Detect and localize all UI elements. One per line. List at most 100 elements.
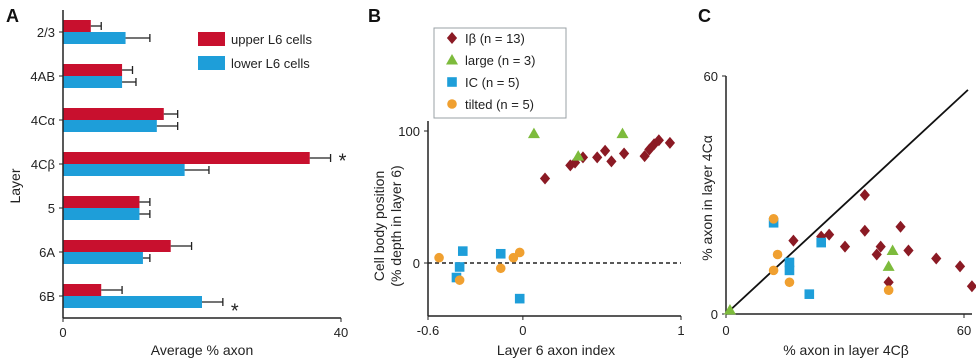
y-tick-label-2: 4Cα xyxy=(31,113,56,128)
significance-star-6: * xyxy=(231,300,239,322)
point-circle-1 xyxy=(768,214,779,224)
x-tick-label-1: 40 xyxy=(334,325,348,340)
legend-label-diamond: Iβ (n = 13) xyxy=(465,31,525,46)
bar-lower-6 xyxy=(63,296,202,308)
y-axis-label: Layer xyxy=(7,168,23,203)
point-square-4 xyxy=(816,237,826,248)
point-circle-3 xyxy=(508,252,519,263)
legend-label-triangle: large (n = 3) xyxy=(465,53,535,68)
point-square-3 xyxy=(804,289,815,299)
point-circle-2 xyxy=(772,249,783,260)
point-triangle-2 xyxy=(616,127,629,139)
point-diamond-10 xyxy=(895,220,906,233)
x-axis-label: Average % axon xyxy=(151,342,253,358)
bar-upper-3 xyxy=(63,152,310,164)
point-diamond-5 xyxy=(859,189,870,201)
point-diamond-4 xyxy=(592,151,603,164)
point-diamond-5 xyxy=(600,144,611,157)
point-square-1 xyxy=(784,257,795,268)
point-diamond-11 xyxy=(653,134,664,147)
bar-lower-3 xyxy=(63,164,185,176)
bar-upper-2 xyxy=(63,108,164,120)
point-circle-0 xyxy=(434,252,444,263)
bar-lower-1 xyxy=(63,76,123,88)
y-tick-label-1: 60 xyxy=(704,69,718,84)
panel-letter-b: B xyxy=(368,6,381,26)
y-tick-label-1: 4AB xyxy=(30,69,55,84)
point-triangle-0 xyxy=(527,127,540,139)
point-diamond-6 xyxy=(606,155,617,168)
y-tick-label-3: 4Cβ xyxy=(31,157,55,172)
point-diamond-0 xyxy=(539,172,551,185)
point-diamond-9 xyxy=(903,244,914,257)
point-triangle-1 xyxy=(882,260,895,271)
point-triangle-1 xyxy=(572,150,585,161)
legend-marker-triangle xyxy=(446,54,458,65)
point-square-3 xyxy=(495,248,506,259)
x-tick-label-1: 60 xyxy=(957,323,971,338)
y-tick-label-0: 0 xyxy=(413,256,420,271)
legend-label-circle: tilted (n = 5) xyxy=(465,97,534,112)
x-axis-label: % axon in layer 4Cβ xyxy=(783,342,909,358)
x-tick-label-0: 0 xyxy=(722,323,729,338)
point-diamond-13 xyxy=(966,280,976,293)
legend-marker-diamond xyxy=(446,32,458,44)
point-diamond-3 xyxy=(577,151,589,164)
y-axis-label-line1: Cell body position xyxy=(371,171,387,282)
bar-upper-6 xyxy=(63,284,102,296)
legend-marker-circle xyxy=(447,99,457,109)
point-diamond-3 xyxy=(839,240,851,253)
bar-upper-4 xyxy=(63,196,140,208)
x-tick-label-2: 1 xyxy=(677,323,684,338)
point-circle-0 xyxy=(768,265,779,276)
legend-label-square: IC (n = 5) xyxy=(465,75,520,90)
point-circle-4 xyxy=(883,285,894,296)
significance-star-3: * xyxy=(339,151,347,173)
legend-label-lower: lower L6 cells xyxy=(231,56,310,71)
y-axis-label-line2: (% depth in layer 6) xyxy=(388,165,404,286)
y-axis-label: % axon in layer 4Cα xyxy=(699,135,715,261)
point-diamond-12 xyxy=(954,260,966,273)
panel-b-scatter-plot: -0.6 0 1 0 100 Layer 6 axon index Cell body po… xyxy=(371,27,685,358)
panel-a-bar-chart: 2/3 4AB 4Cα 4Cβ * 5 6A 6B * 0 40 Average % axon Laye… xyxy=(7,10,348,358)
panel-letter-c: C xyxy=(698,6,711,26)
legend-swatch-lower xyxy=(198,56,225,70)
bar-lower-2 xyxy=(63,120,157,132)
point-triangle-0 xyxy=(723,304,736,315)
bar-upper-5 xyxy=(63,240,171,252)
legend-swatch-upper xyxy=(198,32,225,46)
point-circle-2 xyxy=(495,263,506,274)
y-tick-label-0: 0 xyxy=(711,307,718,322)
point-diamond-8 xyxy=(883,276,894,289)
point-diamond-4 xyxy=(859,224,870,237)
point-diamond-8 xyxy=(639,150,650,163)
legend-a: upper L6 cells lower L6 cells xyxy=(198,32,312,71)
point-diamond-12 xyxy=(664,136,676,149)
legend-label-upper: upper L6 cells xyxy=(231,32,312,47)
point-circle-1 xyxy=(454,275,465,285)
panel-letter-a: A xyxy=(6,6,19,26)
point-diamond-0 xyxy=(788,234,799,247)
y-tick-label-4: 5 xyxy=(48,201,55,216)
y-tick-label-1: 100 xyxy=(398,124,420,139)
point-square-1 xyxy=(454,262,465,272)
bar-lower-4 xyxy=(63,208,140,220)
panel-c-scatter-plot: 00 60 60 % axon in layer 4Cβ % axon in layer… xyxy=(699,69,976,358)
y-tick-label-6: 6B xyxy=(39,289,55,304)
y-tick-label-0: 2/3 xyxy=(37,25,55,40)
point-diamond-11 xyxy=(931,252,942,265)
x-tick-label-0: 0 xyxy=(59,325,66,340)
point-diamond-2 xyxy=(824,228,835,241)
legend-marker-square xyxy=(447,77,457,87)
bar-lower-0 xyxy=(63,32,126,44)
point-circle-3 xyxy=(784,277,795,288)
point-square-4 xyxy=(514,293,525,304)
point-diamond-7 xyxy=(618,147,630,160)
point-diamond-7 xyxy=(875,240,886,253)
diagonal-reference-line xyxy=(725,89,969,315)
x-tick-label-0: -0.6 xyxy=(417,323,439,338)
bar-upper-0 xyxy=(63,20,91,32)
point-triangle-2 xyxy=(886,244,899,256)
bar-lower-5 xyxy=(63,252,143,264)
